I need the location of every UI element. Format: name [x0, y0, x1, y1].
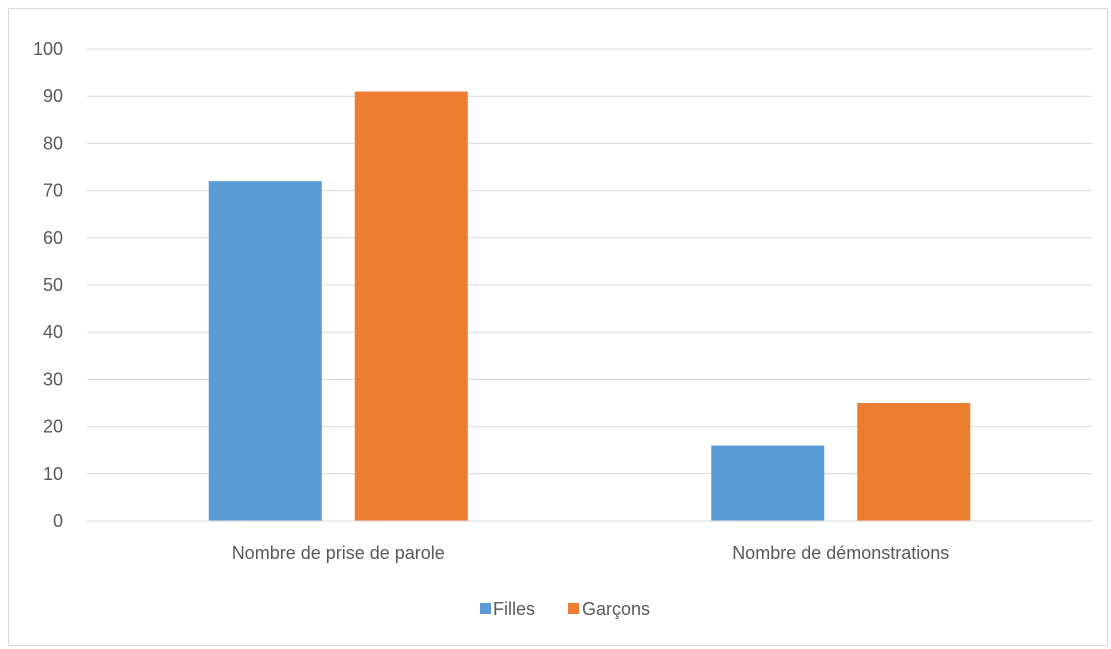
y-tick-label: 80	[43, 133, 63, 153]
bar-filles-2	[711, 445, 825, 521]
y-tick-label: 20	[43, 417, 63, 437]
y-tick-label: 90	[43, 86, 63, 106]
category-label: Nombre de démonstrations	[732, 543, 949, 563]
y-tick-label: 100	[33, 39, 63, 59]
y-tick-label: 10	[43, 464, 63, 484]
y-tick-label: 0	[53, 511, 63, 531]
y-tick-label: 30	[43, 369, 63, 389]
y-tick-label: 60	[43, 228, 63, 248]
y-tick-label: 40	[43, 322, 63, 342]
bar-gar-ons-1	[354, 91, 468, 521]
legend: Filles Garçons	[480, 599, 650, 619]
bar-gar-ons-2	[857, 403, 971, 521]
category-label: Nombre de prise de parole	[232, 543, 445, 563]
y-tick-label: 70	[43, 181, 63, 201]
legend-label: Garçons	[582, 599, 650, 619]
category-labels: Nombre de prise de parole Nombre de démon…	[232, 543, 950, 563]
y-tick-label: 50	[43, 275, 63, 295]
bar-filles-1	[208, 181, 322, 521]
legend-label: Filles	[493, 599, 535, 619]
legend-swatch	[568, 603, 579, 614]
legend-swatch	[480, 603, 491, 614]
y-axis-ticks: 0 10 20 30 40 50 60 70 80 90 100	[33, 39, 63, 531]
bars	[208, 91, 971, 521]
chart-frame	[8, 8, 1108, 646]
